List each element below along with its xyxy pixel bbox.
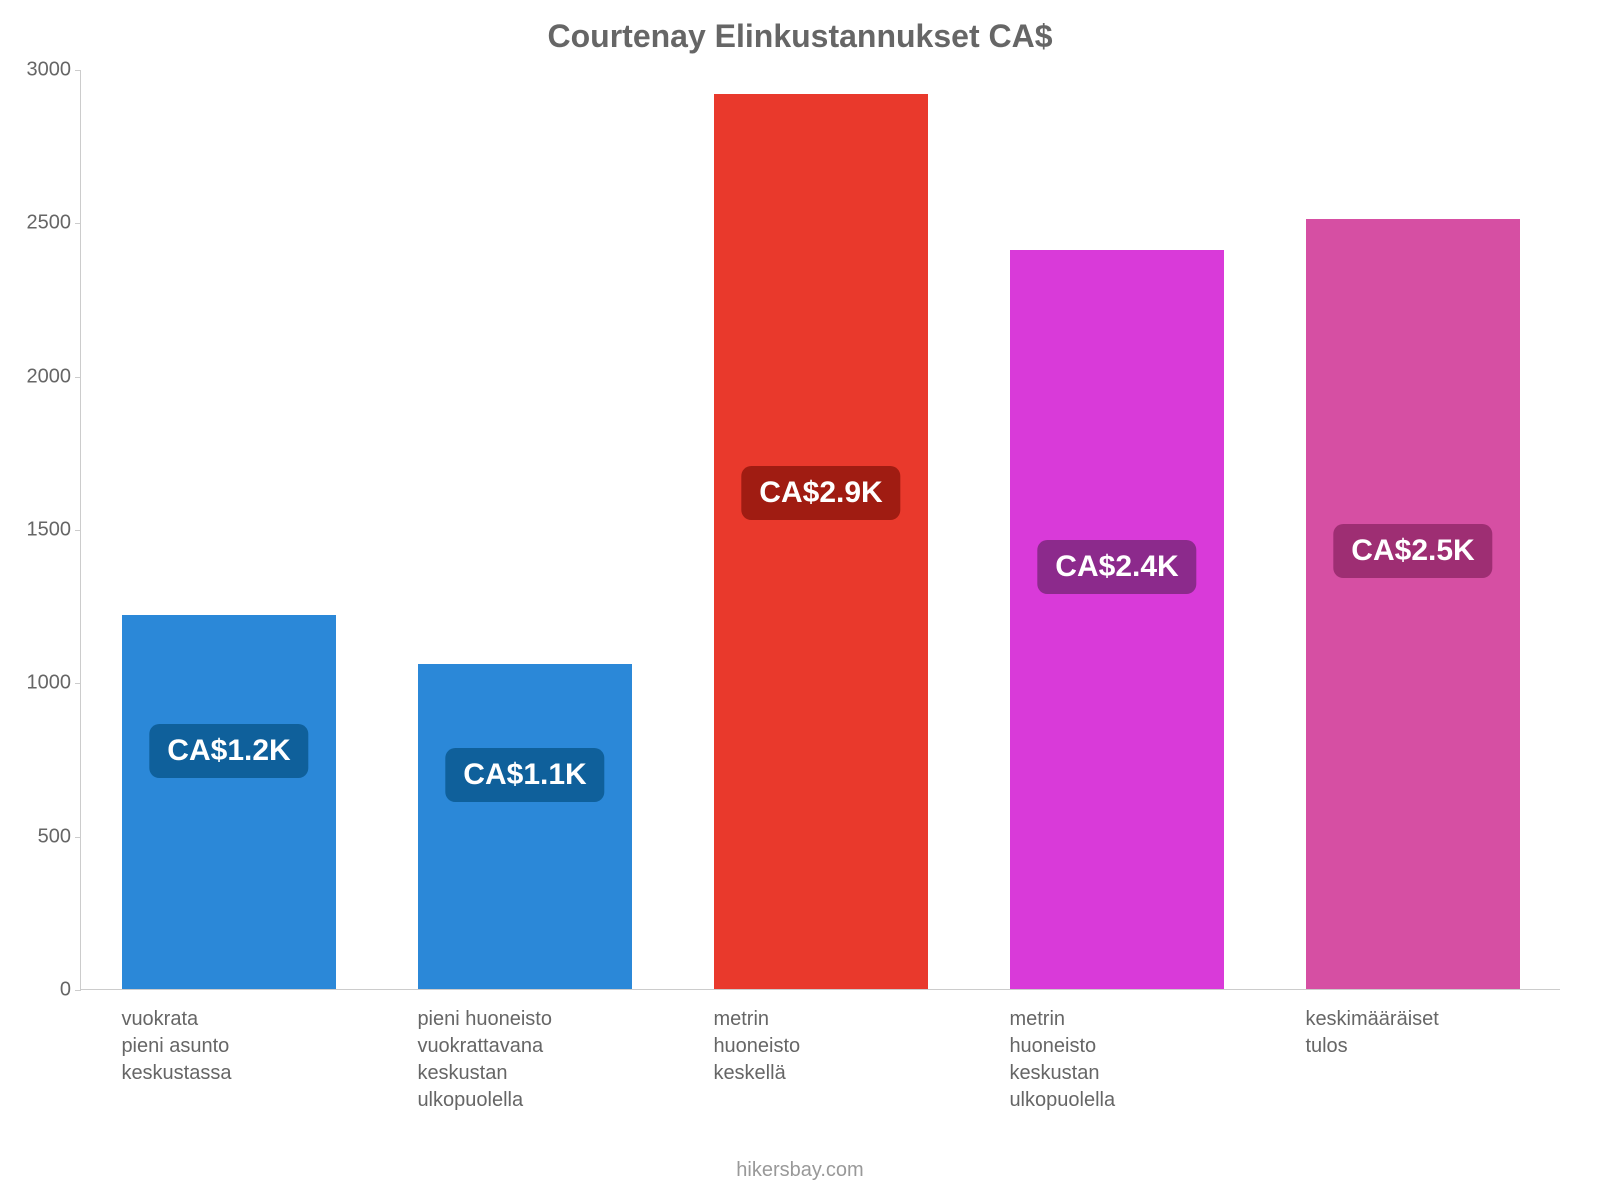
chart-footer: hikersbay.com [0, 1159, 1600, 1182]
bar-value-label: CA$2.5K [1333, 524, 1492, 578]
bar [418, 664, 631, 989]
bar-value-label: CA$2.4K [1037, 540, 1196, 594]
y-tick-label: 500 [21, 825, 71, 848]
bars-layer: CA$1.2K CA$1.1K CA$2.9K CA$2.4K CA$2.5K [81, 70, 1560, 989]
x-category-label: metrinhuoneistokeskellä [713, 1006, 926, 1087]
y-tick-mark [75, 837, 81, 838]
bar-value-label: CA$1.1K [445, 748, 604, 802]
bar [1010, 250, 1223, 989]
y-tick-label: 2500 [21, 212, 71, 235]
y-tick-label: 2000 [21, 365, 71, 388]
y-tick-mark [75, 223, 81, 224]
chart-title: Courtenay Elinkustannukset CA$ [0, 18, 1600, 55]
y-tick-label: 1000 [21, 672, 71, 695]
y-tick-label: 0 [21, 979, 71, 1002]
bar [1306, 219, 1519, 989]
y-tick-label: 1500 [21, 519, 71, 542]
x-category-label: keskimääräisettulos [1305, 1006, 1518, 1060]
x-category-label: vuokratapieni asuntokeskustassa [121, 1006, 334, 1087]
bar-value-label: CA$2.9K [741, 466, 900, 520]
bar [714, 94, 927, 989]
y-tick-mark [75, 990, 81, 991]
x-category-label: pieni huoneistovuokrattavanakeskustanulk… [417, 1006, 630, 1114]
y-tick-mark [75, 530, 81, 531]
y-tick-label: 3000 [21, 59, 71, 82]
plot-area: CA$1.2KCA$1.1KCA$2.9KCA$2.4KCA$2.5K 0500… [80, 70, 1560, 990]
chart-container: Courtenay Elinkustannukset CA$ CA$1.2KCA… [0, 0, 1600, 1200]
x-category-label: metrinhuoneistokeskustanulkopuolella [1009, 1006, 1222, 1114]
y-tick-mark [75, 683, 81, 684]
bar [122, 615, 335, 989]
bar-value-label: CA$1.2K [149, 724, 308, 778]
y-tick-mark [75, 377, 81, 378]
y-tick-mark [75, 70, 81, 71]
